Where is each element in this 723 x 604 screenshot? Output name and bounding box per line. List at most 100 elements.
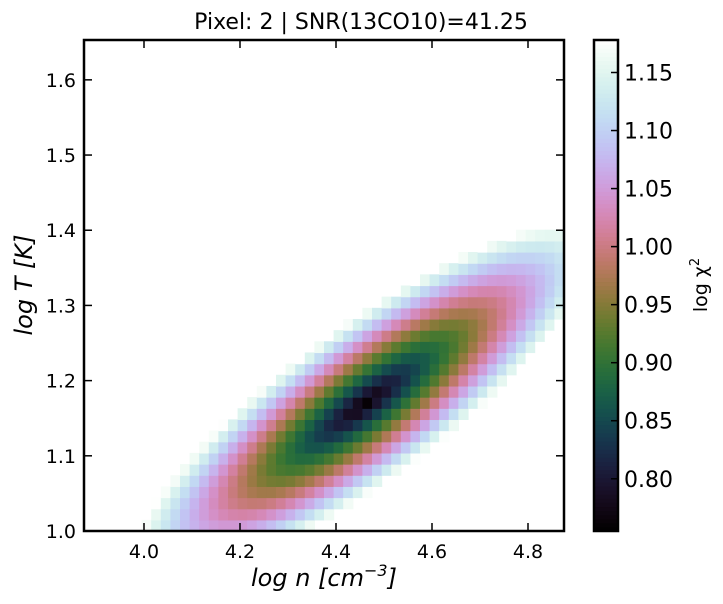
heatmap-cell [391,385,402,398]
heatmap-cell [381,374,392,387]
heatmap-cell [170,475,181,487]
colorbar-segment [594,485,618,491]
colorbar-segment [594,350,618,356]
colorbar-segment [594,305,618,311]
colorbar-segment [594,404,618,409]
heatmap-cell [228,419,239,432]
heatmap-cell [439,430,450,443]
heatmap-cell [333,330,344,342]
heatmap-cell [410,430,421,443]
heatmap-cell [516,252,527,264]
colorbar-frame [592,38,620,533]
colorbar-label-exponent: 2 [688,258,703,266]
heatmap-cell [477,385,488,398]
heatmap-cell [266,519,277,532]
heatmap-cell [256,497,267,510]
y-tick-label: 1.4 [46,220,76,242]
heatmap-cell [276,430,287,443]
heatmap-cell [247,486,258,499]
colorbar-segment [594,359,618,364]
heatmap-cell [247,430,258,443]
heatmap-cell [506,263,517,275]
heatmap-cell [304,385,315,398]
heatmap-cell [256,408,267,421]
heatmap-cell [429,307,440,320]
heatmap-cell [199,486,210,499]
colorbar-segment [594,424,618,430]
heatmap-cell [343,374,354,387]
heatmap-cell [400,363,411,376]
heatmap-cell [304,452,315,465]
heatmap-cell [535,252,546,264]
colorbar-segment [594,228,618,233]
heatmap-cell [180,497,191,510]
colorbar-segment [594,301,618,307]
heatmap-cell [324,497,335,510]
colorbar-label-main: log χ [690,266,712,312]
colorbar-segment [594,449,618,454]
heatmap-cell [535,285,546,298]
heatmap-cell [352,318,363,331]
heatmap-cell [477,240,488,253]
heatmap-cell [554,252,565,264]
heatmap-cell [535,307,546,320]
x-tick-label: 4.8 [513,541,543,563]
heatmap-cell [391,430,402,443]
heatmap-cell [343,464,354,476]
heatmap-cell [391,441,402,454]
y-tick-label: 1.2 [46,371,76,393]
heatmap-cell [333,497,344,510]
colorbar-segment [594,494,618,499]
heatmap-cell [295,385,306,398]
heatmap-cell [228,464,239,476]
heatmap-cell [544,274,555,287]
heatmap-cell [170,486,181,499]
heatmap-cell [372,475,383,487]
x-axis-label-exponent: −3 [364,561,388,580]
heatmap-cell [256,486,267,499]
heatmap-cell [151,519,162,532]
heatmap-cell [247,441,258,454]
heatmap-cell [208,486,219,499]
heatmap-cell [324,452,335,465]
heatmap-cell [554,296,565,309]
heatmap-cell [448,274,459,287]
heatmap-cell [477,363,488,376]
heatmap-cell [352,475,363,487]
heatmap-cell [496,307,507,320]
colorbar-segment [594,269,618,274]
heatmap-cell [295,430,306,443]
colorbar-segment [594,146,618,152]
heatmap-cell [295,397,306,409]
colorbar-segment [594,506,618,512]
colorbar-segment [594,248,618,254]
heatmap-cell [496,318,507,331]
heatmap-cell [420,385,431,398]
heatmap-cell [477,307,488,320]
heatmap-cell [256,464,267,476]
heatmap-cell [352,352,363,365]
x-axis-label: log n [cm−3] [251,561,397,592]
heatmap-cell [448,330,459,342]
heatmap-cell [468,274,479,287]
heatmap-cell [410,374,421,387]
heatmap-cell [487,274,498,287]
colorbar-segment [594,117,618,123]
heatmap-cell [439,341,450,354]
heatmap-cell [266,430,277,443]
heatmap-cell [525,240,536,253]
heatmap-cell [208,452,219,465]
heatmap-cell [208,497,219,510]
heatmap-cell [525,274,536,287]
heatmap-cell [285,452,296,465]
heatmap-cell [362,419,373,432]
y-tick-label: 1.3 [46,295,76,317]
colorbar-segment [594,400,618,405]
colorbar-segment [594,277,618,283]
colorbar-segment [594,121,618,127]
heatmap-cell [391,408,402,421]
colorbar-segment [594,44,618,49]
heatmap-cell [256,452,267,465]
heatmap-cell [285,519,296,532]
heatmap-cell [362,486,373,499]
